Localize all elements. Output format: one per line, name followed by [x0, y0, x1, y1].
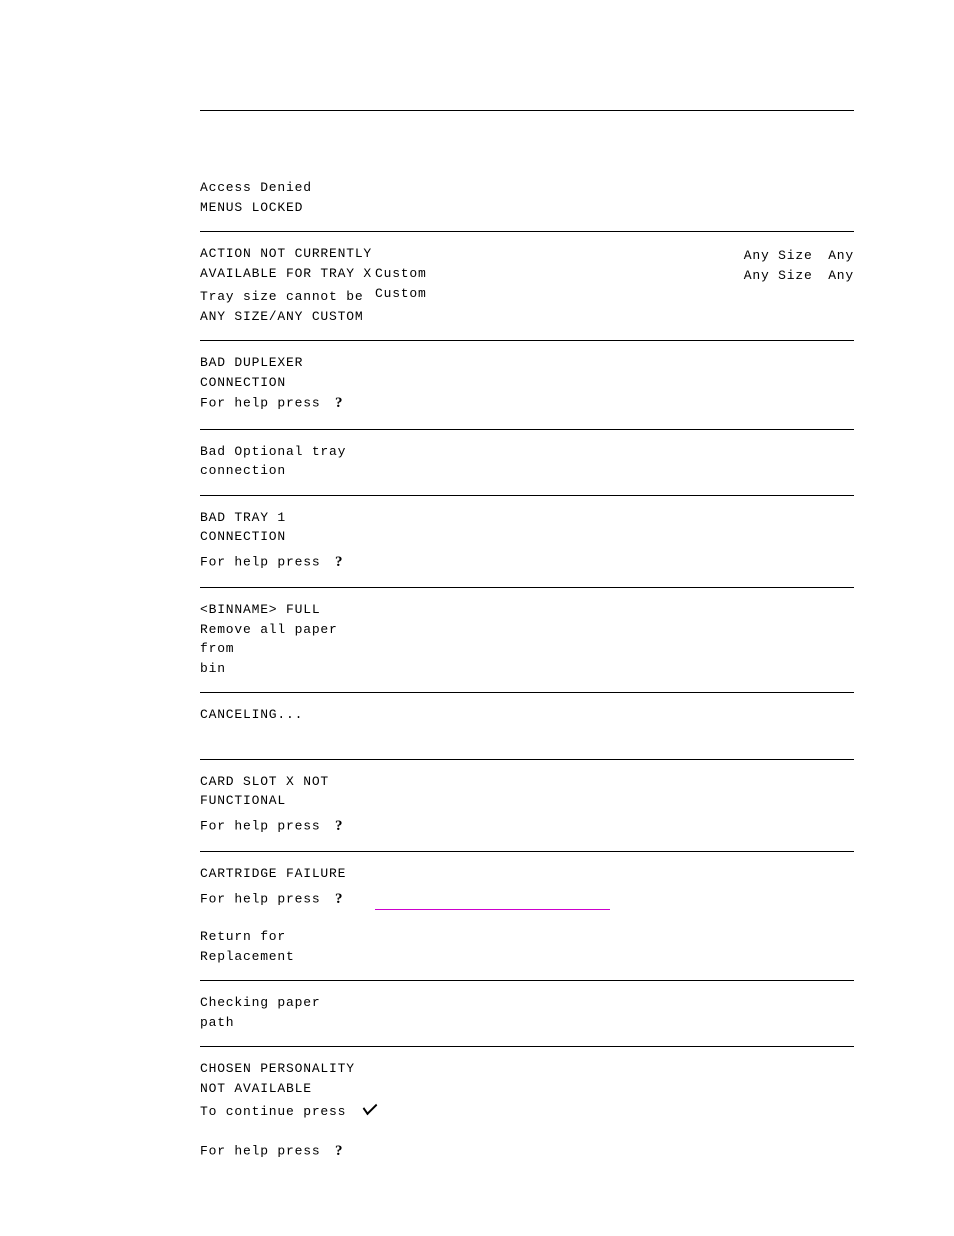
msg-line: <BINNAME> FULL — [200, 600, 375, 620]
msg-line: CHOSEN PERSONALITY — [200, 1059, 395, 1079]
msg-line: BAD TRAY 1 CONNECTION — [200, 508, 375, 547]
msg-line: connection — [200, 461, 375, 481]
help-text: For help press — [200, 891, 320, 906]
msg-line: CARD SLOT X NOT — [200, 772, 375, 792]
msg-line: Bad Optional tray — [200, 442, 375, 462]
question-icon[interactable]: ? — [335, 392, 343, 415]
message-row-access-denied: Access Denied MENUS LOCKED — [200, 166, 854, 232]
msg-line: Remove all paper from — [200, 620, 375, 659]
message-row-bad-duplexer: BAD DUPLEXER CONNECTION For help press ? — [200, 341, 854, 430]
any-size-fragment: Any Size — [744, 248, 813, 263]
help-line: For help press ? — [200, 551, 375, 574]
message-row-cartridge-failure: CARTRIDGE FAILURE For help press ? — [200, 852, 854, 917]
help-line: For help press ? — [200, 888, 375, 911]
help-text: For help press — [200, 1143, 320, 1158]
msg-line: Access Denied — [200, 178, 375, 198]
msg-line: Return for — [200, 927, 375, 947]
custom-label: Custom — [375, 264, 427, 284]
any-size-fragment: Any Size — [744, 268, 813, 283]
message-row-canceling: CANCELING... — [200, 693, 854, 760]
help-line: For help press ? — [200, 1140, 395, 1163]
msg-line: Tray size cannot be — [200, 287, 375, 307]
question-icon[interactable]: ? — [335, 1140, 343, 1163]
msg-line: Replacement — [200, 947, 375, 967]
help-text: For help press — [200, 554, 320, 569]
msg-line: path — [200, 1013, 375, 1033]
message-row-checking-paper: Checking paper path — [200, 981, 854, 1047]
message-row-bad-optional-tray: Bad Optional tray connection — [200, 430, 854, 496]
question-icon[interactable]: ? — [335, 815, 343, 838]
check-icon[interactable] — [361, 1105, 377, 1115]
help-line: For help press ? — [200, 392, 375, 415]
custom-label: Custom — [375, 284, 427, 304]
help-text: For help press — [200, 818, 320, 833]
message-row-bad-tray-1: BAD TRAY 1 CONNECTION For help press ? — [200, 496, 854, 589]
msg-line: AVAILABLE FOR TRAY X — [200, 264, 375, 284]
msg-line: ANY SIZE/ANY CUSTOM — [200, 307, 375, 327]
cartridge-link[interactable] — [375, 909, 610, 910]
msg-line: bin — [200, 659, 375, 679]
message-row-action-not-available: ACTION NOT CURRENTLY AVAILABLE FOR TRAY … — [200, 232, 854, 341]
msg-line: ACTION NOT CURRENTLY — [200, 244, 375, 264]
message-row-binname-full: <BINNAME> FULL Remove all paper from bin — [200, 588, 854, 693]
message-row-chosen-personality: CHOSEN PERSONALITY NOT AVAILABLE To cont… — [200, 1047, 854, 1176]
continue-line: To continue press — [200, 1102, 395, 1122]
continue-text: To continue press — [200, 1104, 346, 1119]
any-fragment: Any — [828, 268, 854, 283]
msg-line: MENUS LOCKED — [200, 198, 375, 218]
any-fragment: Any — [828, 248, 854, 263]
msg-line: CARTRIDGE FAILURE — [200, 864, 375, 884]
help-text: For help press — [200, 396, 320, 411]
msg-line: NOT AVAILABLE — [200, 1079, 395, 1099]
msg-line: FUNCTIONAL — [200, 791, 375, 811]
msg-line: Checking paper — [200, 993, 375, 1013]
msg-line: BAD DUPLEXER — [200, 353, 375, 373]
msg-line: CANCELING... — [200, 705, 375, 725]
message-row-card-slot: CARD SLOT X NOT FUNCTIONAL For help pres… — [200, 760, 854, 853]
message-row-return-replacement: Return for Replacement — [200, 917, 854, 981]
question-icon[interactable]: ? — [335, 888, 343, 911]
top-rule — [200, 110, 854, 111]
question-icon[interactable]: ? — [335, 551, 343, 574]
msg-line: CONNECTION — [200, 373, 375, 393]
help-line: For help press ? — [200, 815, 375, 838]
